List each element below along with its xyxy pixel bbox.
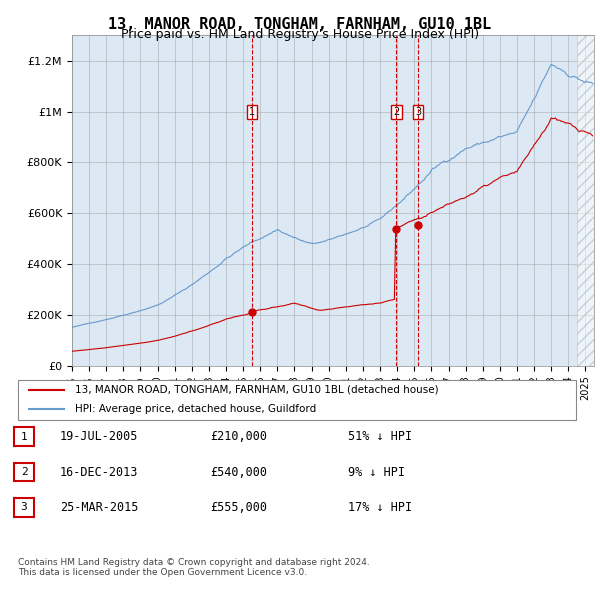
- Text: 16-DEC-2013: 16-DEC-2013: [60, 466, 139, 478]
- Text: 3: 3: [20, 503, 28, 512]
- Text: 2: 2: [20, 467, 28, 477]
- Text: £210,000: £210,000: [210, 430, 267, 443]
- Text: Price paid vs. HM Land Registry's House Price Index (HPI): Price paid vs. HM Land Registry's House …: [121, 28, 479, 41]
- Text: 1: 1: [20, 432, 28, 441]
- Text: 9% ↓ HPI: 9% ↓ HPI: [348, 466, 405, 478]
- Bar: [577, 35, 594, 366]
- Text: 25-MAR-2015: 25-MAR-2015: [60, 501, 139, 514]
- Text: 19-JUL-2005: 19-JUL-2005: [60, 430, 139, 443]
- FancyBboxPatch shape: [14, 498, 34, 517]
- Text: 3: 3: [415, 107, 421, 117]
- Text: 51% ↓ HPI: 51% ↓ HPI: [348, 430, 412, 443]
- Text: HPI: Average price, detached house, Guildford: HPI: Average price, detached house, Guil…: [76, 405, 317, 414]
- FancyBboxPatch shape: [14, 463, 34, 481]
- Text: 13, MANOR ROAD, TONGHAM, FARNHAM, GU10 1BL: 13, MANOR ROAD, TONGHAM, FARNHAM, GU10 1…: [109, 17, 491, 31]
- Text: 13, MANOR ROAD, TONGHAM, FARNHAM, GU10 1BL (detached house): 13, MANOR ROAD, TONGHAM, FARNHAM, GU10 1…: [76, 385, 439, 395]
- FancyBboxPatch shape: [14, 427, 34, 446]
- Text: 2: 2: [394, 107, 400, 117]
- FancyBboxPatch shape: [18, 380, 577, 419]
- Text: £555,000: £555,000: [210, 501, 267, 514]
- Text: 1: 1: [250, 107, 256, 117]
- Text: Contains HM Land Registry data © Crown copyright and database right 2024.
This d: Contains HM Land Registry data © Crown c…: [18, 558, 370, 577]
- Text: 17% ↓ HPI: 17% ↓ HPI: [348, 501, 412, 514]
- Text: £540,000: £540,000: [210, 466, 267, 478]
